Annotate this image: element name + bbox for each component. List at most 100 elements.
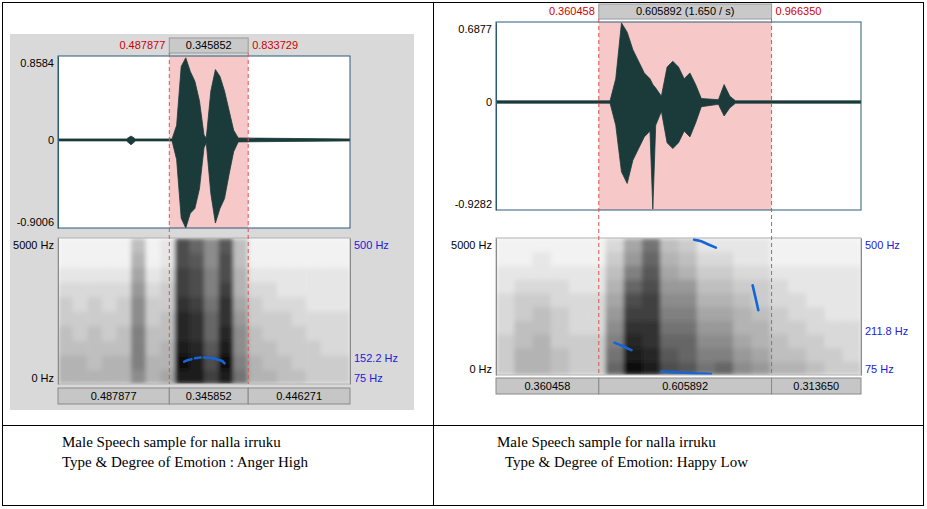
spectrogram-cell bbox=[587, 348, 606, 362]
duration-label: 0.313650 bbox=[793, 380, 839, 392]
spectrogram-cell bbox=[770, 293, 789, 307]
spectrogram-cell bbox=[58, 340, 73, 355]
spectrogram-cell bbox=[697, 307, 716, 321]
spectrogram-cell bbox=[551, 252, 570, 266]
spectrogram-cell bbox=[204, 238, 219, 253]
spectrogram-cell bbox=[219, 267, 234, 282]
tick-label: 0 bbox=[48, 134, 54, 146]
spectrogram-cell bbox=[587, 238, 606, 252]
spectrogram-cell bbox=[551, 348, 570, 362]
spectrogram-cell bbox=[788, 293, 807, 307]
spectrogram-cell bbox=[233, 253, 248, 268]
spectrogram-cell bbox=[87, 311, 102, 326]
spectrogram-cell bbox=[262, 296, 277, 311]
spectrogram-cell bbox=[752, 307, 771, 321]
spectrogram-cell bbox=[262, 369, 277, 384]
spectrogram-cell bbox=[642, 252, 661, 266]
spectrogram-cell bbox=[770, 279, 789, 293]
spectrogram-cell bbox=[146, 311, 161, 326]
selection-boundary bbox=[771, 19, 772, 375]
table-divider bbox=[433, 3, 434, 506]
spectrogram-cell bbox=[624, 307, 643, 321]
spectrogram-cell bbox=[715, 320, 734, 334]
spectrogram-cell bbox=[496, 361, 515, 375]
spectrogram-cell bbox=[277, 296, 292, 311]
spectrogram-cell bbox=[160, 326, 175, 341]
tick: 0 bbox=[486, 96, 496, 108]
spectrogram-cell bbox=[292, 253, 307, 268]
spectrogram-cell bbox=[277, 238, 292, 253]
spectrogram-cell bbox=[277, 311, 292, 326]
spectrogram-cell bbox=[825, 279, 844, 293]
duration-label: 0.345852 bbox=[186, 390, 232, 402]
spectrogram-cell bbox=[321, 326, 336, 341]
panel: 0.3604580.605892 (1.650 / s)0.966350-0.9… bbox=[451, 4, 908, 394]
spectrogram-cell bbox=[514, 307, 533, 321]
spectrogram-cell bbox=[587, 279, 606, 293]
spectrogram-cell bbox=[624, 252, 643, 266]
spectrogram-cell bbox=[624, 279, 643, 293]
spectrogram-cell bbox=[606, 252, 625, 266]
spectrogram-cell bbox=[160, 282, 175, 297]
spectrogram-cell bbox=[146, 253, 161, 268]
spectrogram-cell bbox=[306, 282, 321, 297]
spectrogram-cell bbox=[116, 311, 131, 326]
spectrogram-cell bbox=[248, 326, 263, 341]
spectrogram-cell bbox=[335, 355, 350, 370]
spectrogram-cell bbox=[102, 355, 117, 370]
spectrogram-cell bbox=[160, 238, 175, 253]
spectrogram-cell bbox=[87, 355, 102, 370]
spectrogram-cell bbox=[262, 340, 277, 355]
spectrogram-cell bbox=[551, 307, 570, 321]
tick: 5000 Hz bbox=[451, 239, 496, 251]
spectrogram-cells bbox=[58, 238, 350, 384]
spectrogram-cell bbox=[233, 267, 248, 282]
spectrogram-cell bbox=[219, 340, 234, 355]
tick: 0.6877 bbox=[458, 23, 496, 35]
spectrogram-cell bbox=[533, 307, 552, 321]
tick: 500 Hz bbox=[861, 239, 900, 251]
duration-box bbox=[772, 378, 861, 394]
spectrogram-cell bbox=[146, 282, 161, 297]
spectrogram-cell bbox=[131, 369, 146, 384]
spectrogram-cell bbox=[496, 265, 515, 279]
spectrogram-cell bbox=[788, 238, 807, 252]
selection-boundary bbox=[169, 53, 170, 384]
tick: -0.9282 bbox=[455, 198, 496, 210]
panel-background bbox=[10, 34, 414, 410]
selection-header bbox=[169, 38, 248, 53]
pitch-axis: 75 Hz152.2 Hz500 Hz bbox=[350, 239, 398, 385]
spectrogram-cell bbox=[102, 311, 117, 326]
plot-frame bbox=[496, 238, 861, 375]
spectrogram-cell bbox=[292, 355, 307, 370]
spectrogram-cell bbox=[292, 326, 307, 341]
spectrogram-cell bbox=[624, 334, 643, 348]
spectrogram-cell bbox=[321, 253, 336, 268]
spectrogram-cell bbox=[233, 282, 248, 297]
spectrogram-cell bbox=[292, 369, 307, 384]
duration-box bbox=[169, 388, 248, 404]
spectrogram-cell bbox=[770, 307, 789, 321]
plot-background bbox=[496, 22, 861, 210]
spectrogram-cell bbox=[697, 252, 716, 266]
pitch-contour bbox=[184, 358, 224, 364]
caption: Type & Degree of Emotion : Anger High bbox=[62, 454, 308, 470]
spectrogram-cell bbox=[73, 296, 88, 311]
spectrogram-cell bbox=[146, 326, 161, 341]
spectrogram-cell bbox=[335, 369, 350, 384]
spectrogram-cell bbox=[219, 355, 234, 370]
tick: 0 Hz bbox=[469, 363, 496, 375]
spectrogram-cell bbox=[189, 296, 204, 311]
spectrogram-cell bbox=[533, 361, 552, 375]
spectrogram-cell bbox=[131, 267, 146, 282]
spectrogram-cell bbox=[569, 361, 588, 375]
spectrogram-cell bbox=[606, 293, 625, 307]
spectrogram-cell bbox=[843, 334, 861, 348]
spectrogram-cell bbox=[87, 296, 102, 311]
spectrogram-cell bbox=[189, 369, 204, 384]
spectrogram-cell bbox=[715, 348, 734, 362]
spectrogram-cell bbox=[160, 296, 175, 311]
spectrogram-cell bbox=[533, 279, 552, 293]
spectrogram-cell bbox=[551, 334, 570, 348]
spectrogram-cell bbox=[770, 361, 789, 375]
